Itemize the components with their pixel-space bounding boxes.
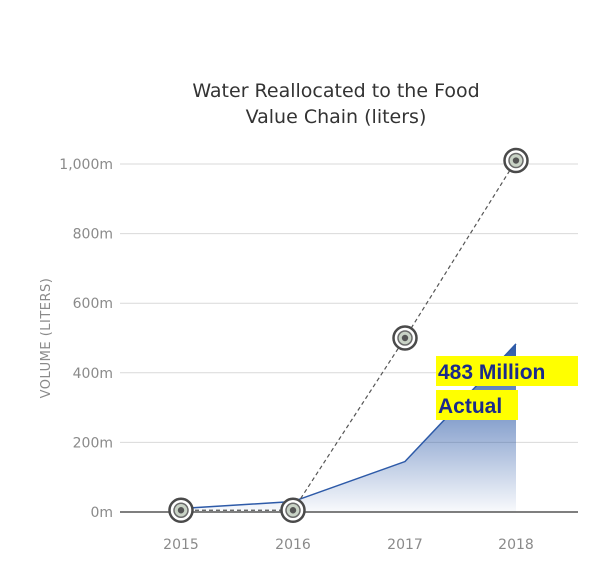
x-tick-2016: 2016 xyxy=(275,537,311,553)
marker-2015 xyxy=(168,497,194,524)
dashed-line-series xyxy=(181,160,517,511)
chart-title-line-1: Water Reallocated to the Food xyxy=(192,80,479,102)
x-tick-labels: 2015 2016 2017 2018 xyxy=(163,537,534,553)
y-tick-200m: 200m xyxy=(73,435,113,451)
marker-center xyxy=(401,334,409,342)
marker-center xyxy=(289,507,297,514)
x-tick-2017: 2017 xyxy=(387,537,423,553)
y-axis-title: VOLUME (LITERS) xyxy=(39,278,54,399)
annotation-483-million: 483 Million Actual xyxy=(436,356,578,420)
marker-center xyxy=(512,157,520,164)
marker-2016 xyxy=(280,497,306,524)
y-tick-800m: 800m xyxy=(73,227,113,243)
annotation-highlight-1 xyxy=(436,356,578,386)
y-tick-1,000m: 1,000m xyxy=(59,157,113,173)
marker-center xyxy=(177,507,185,514)
y-tick-400m: 400m xyxy=(73,366,113,382)
marker-2017 xyxy=(392,325,418,351)
annotation-line-2: Actual xyxy=(438,395,502,418)
y-tick-labels: 0m 200m 400m 600m 800m 1,000m xyxy=(59,157,113,521)
line-markers xyxy=(168,147,529,524)
chart-title-line-2: Value Chain (liters) xyxy=(246,106,427,128)
annotation-line-1: 483 Million xyxy=(438,361,545,384)
area-fill xyxy=(181,343,516,512)
annotation-highlight-2 xyxy=(436,390,518,420)
y-tick-600m: 600m xyxy=(73,296,113,312)
x-tick-2015: 2015 xyxy=(163,537,199,553)
x-tick-2018: 2018 xyxy=(498,537,534,553)
marker-2018 xyxy=(503,147,529,174)
y-tick-0m: 0m xyxy=(90,505,113,521)
dashed-line-path xyxy=(181,160,517,511)
